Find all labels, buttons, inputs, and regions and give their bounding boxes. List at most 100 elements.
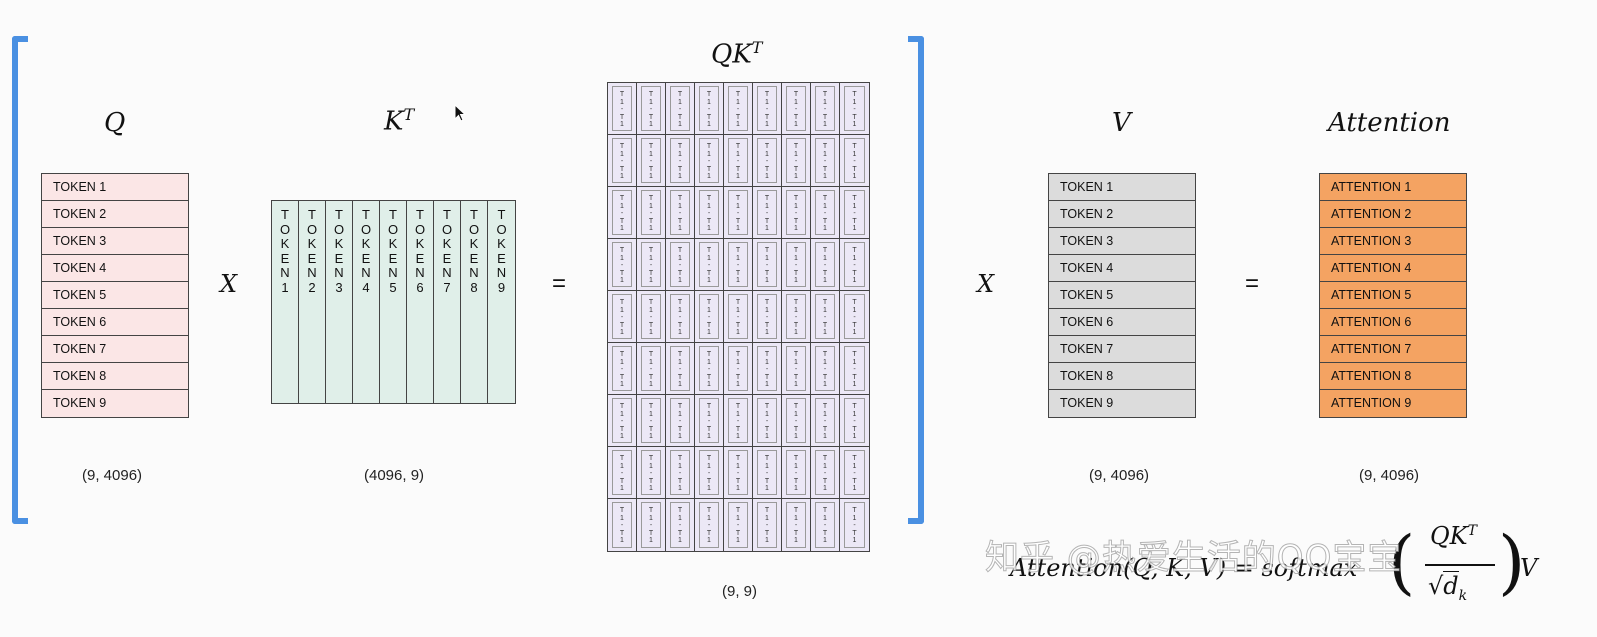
qkt-cell-char: T: [852, 321, 857, 329]
qkt-cell-char: 1: [852, 254, 857, 262]
qkt-cell-char: 1: [823, 173, 827, 180]
qkt-cell-char: T: [677, 217, 683, 225]
qkt-cell-char: 1: [823, 514, 827, 522]
qkt-cell-char: T: [648, 217, 654, 225]
qkt-cell-char: T: [648, 165, 654, 173]
qkt-cell-char: 1: [678, 225, 682, 232]
qkt-cell-char: T: [706, 91, 712, 98]
qkt-cell-char: 1: [678, 433, 682, 440]
qkt-cell-char: 1: [707, 306, 711, 314]
qkt-cell-char: -: [678, 106, 682, 113]
qkt-cell-char: T: [706, 165, 712, 173]
qkt-cell-char: T: [764, 217, 770, 225]
qkt-cell-char: -: [823, 366, 827, 373]
qkt-cell-char: T: [764, 477, 770, 485]
formula-denominator-sub: k: [1458, 587, 1468, 604]
kt-column-char: E: [334, 250, 344, 266]
kt-column-char: N: [307, 265, 317, 280]
qkt-cell-char: 1: [620, 98, 624, 106]
qkt-cell-char: T: [764, 195, 770, 202]
qkt-cell-char: 1: [707, 537, 711, 544]
qkt-cell-char: 1: [707, 277, 711, 284]
qkt-cell-char: 1: [765, 98, 769, 106]
qkt-cell-char: 1: [707, 98, 711, 106]
kt-column-char: T: [497, 207, 506, 222]
qkt-cell-char: T: [793, 403, 799, 410]
qkt-cell-char: -: [707, 470, 711, 477]
qkt-cell-char: -: [823, 418, 827, 425]
qkt-cell-char: T: [648, 425, 654, 433]
qkt-cell-char: -: [853, 210, 856, 217]
qkt-cell-char: 1: [823, 150, 827, 158]
qkt-cell-char: -: [794, 470, 798, 477]
qkt-cell-char: T: [706, 247, 712, 254]
kt-label: KT: [384, 105, 414, 137]
qkt-cell-char: 1: [707, 514, 711, 522]
qkt-cell-char: 1: [852, 121, 857, 128]
qkt-cell-char: T: [648, 373, 654, 381]
matrix-row: TOKEN 6: [42, 309, 188, 336]
qkt-cell-char: 1: [765, 225, 769, 232]
qkt-cell-char: T: [822, 247, 828, 254]
qkt-cell-char: -: [707, 210, 711, 217]
qkt-cell-char: 1: [620, 410, 624, 418]
qkt-cell-char: 1: [678, 514, 682, 522]
qkt-cell-char: 1: [620, 150, 624, 158]
qkt-cell-char: T: [619, 425, 625, 433]
qkt-cell-char: T: [764, 321, 770, 329]
qkt-cell-char: -: [765, 106, 769, 113]
attention-formula: Attention(Q, K, V) = softmax ( QKT √dk )…: [1010, 520, 1550, 620]
qkt-cell-char: 1: [736, 121, 740, 128]
qkt-cell-char: 1: [852, 225, 857, 232]
qkt-cell-char: T: [677, 373, 683, 381]
qkt-cell-char: -: [649, 366, 653, 373]
qkt-cell-char: T: [619, 321, 625, 329]
qkt-cell-char: -: [736, 158, 740, 165]
matrix-row: TOKEN 7: [1049, 336, 1195, 363]
qkt-cell-char: 1: [852, 98, 857, 106]
qkt-cell-char: T: [793, 455, 799, 462]
v-dims: (9, 4096): [1089, 467, 1150, 484]
qkt-cell-char: T: [793, 477, 799, 485]
qkt-cell-char: -: [649, 314, 653, 321]
attention-matrix: ATTENTION 1 ATTENTION 2 ATTENTION 3 ATTENTI…: [1319, 173, 1467, 418]
qkt-cell-char: 1: [649, 121, 653, 128]
right-bracket: [908, 36, 924, 524]
matrix-row: TOKEN 9: [53, 396, 107, 410]
qkt-cell-char: 1: [707, 381, 711, 388]
qkt-cell-char: 1: [620, 462, 624, 470]
qkt-cell-char: T: [735, 247, 741, 254]
matrix-row: ATTENTION 1: [1320, 174, 1466, 201]
kt-column-char: E: [415, 250, 425, 266]
qkt-cell-char: T: [619, 91, 625, 98]
qkt-cell-char: T: [648, 351, 654, 358]
qkt-cell-char: -: [707, 366, 711, 373]
qkt-cell-char: -: [765, 418, 769, 425]
qkt-cell-char: 1: [649, 514, 653, 522]
matrix-row: TOKEN 2: [42, 201, 188, 228]
